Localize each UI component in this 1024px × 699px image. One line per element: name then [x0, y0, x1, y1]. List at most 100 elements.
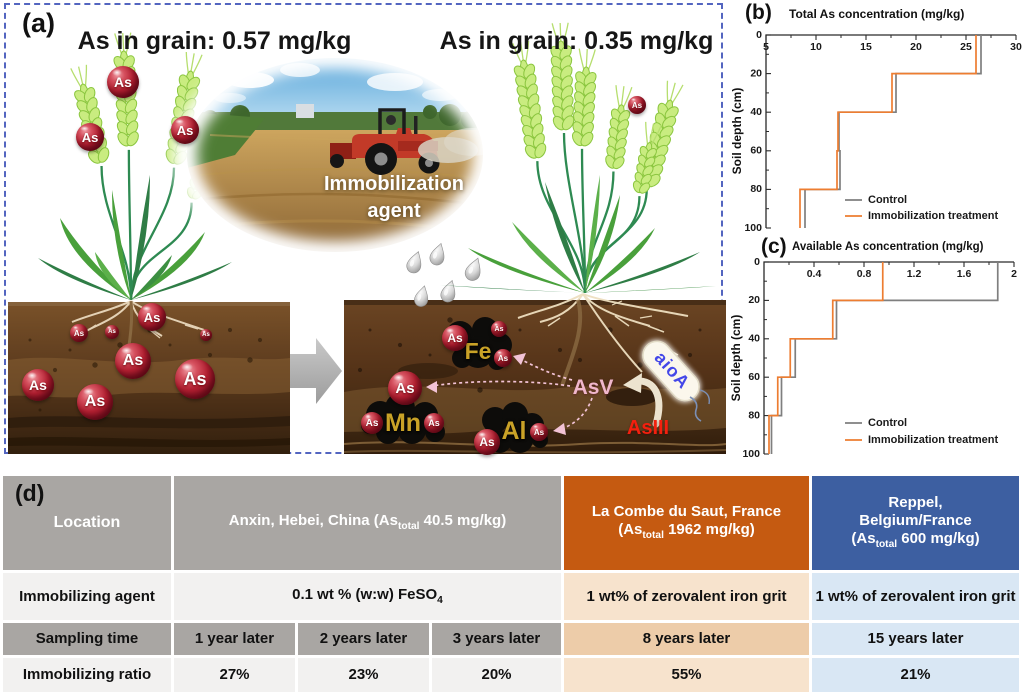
wheat-leaf — [131, 262, 232, 300]
as-sphere: As — [105, 325, 119, 339]
svg-text:Immobilization treatment: Immobilization treatment — [868, 210, 999, 222]
immobilization-agent-label: agent — [367, 200, 421, 222]
tractor — [330, 108, 440, 175]
svg-text:0: 0 — [754, 256, 760, 268]
as-sphere: As — [424, 413, 444, 433]
as-sphere: As — [77, 384, 113, 420]
svg-text:15: 15 — [860, 41, 872, 53]
panel-d-label: (d) — [15, 480, 45, 506]
svg-text:40: 40 — [750, 106, 762, 118]
sampling-china-2: 2 years later — [298, 623, 429, 655]
agent-belgium: 1 wt% of zerovalent iron grit — [812, 573, 1019, 620]
field-photo-ellipse — [173, 45, 497, 265]
as-sphere: As — [70, 324, 88, 342]
chart-c-title: Available As concentration (mg/kg) — [792, 241, 984, 253]
table-header-belgium: Reppel, Belgium/France (Astotal 600 mg/k… — [812, 476, 1019, 570]
chart-b-ylabel: Soil depth (cm) — [730, 87, 744, 175]
as-sphere: As — [494, 349, 512, 367]
table-header-location: (d) Location — [3, 476, 171, 570]
ratio-china-1: 27% — [174, 658, 295, 692]
as-sphere: As — [175, 359, 215, 399]
table-header-china: Anxin, Hebei, China (Astotal 40.5 mg/kg) — [174, 476, 561, 570]
svg-text:30: 30 — [1010, 41, 1022, 53]
droplets-icon — [406, 242, 481, 307]
row-header-ratio: Immobilizing ratio — [3, 658, 171, 692]
svg-text:100: 100 — [742, 448, 760, 460]
flagellum-icon — [699, 389, 710, 405]
svg-text:0: 0 — [756, 29, 762, 41]
as-sphere: As — [22, 369, 54, 401]
sampling-france: 8 years later — [564, 623, 809, 655]
svg-text:20: 20 — [750, 67, 762, 79]
wheat-leaf — [38, 258, 131, 300]
svg-text:Control: Control — [868, 417, 907, 429]
svg-text:100: 100 — [744, 222, 762, 234]
svg-text:2: 2 — [1011, 268, 1017, 280]
grain-as-after: As in grain: 0.35 mg/kg — [439, 27, 714, 55]
sampling-china-3: 3 years later — [432, 623, 561, 655]
row-header-location: Location — [53, 514, 121, 532]
ratio-france: 55% — [564, 658, 809, 692]
mineral-label-mn: Mn — [384, 409, 422, 437]
comparison-table: (d) Location Anxin, Hebei, China (Astota… — [3, 476, 1022, 692]
sampling-belgium: 15 years later — [812, 623, 1019, 655]
as-sphere: As — [171, 116, 199, 144]
as-sphere: As — [442, 325, 468, 351]
adsorption-arrowheads — [426, 353, 566, 435]
as-sphere: As — [138, 303, 166, 331]
row-header-agent: Immobilizing agent — [3, 573, 171, 620]
series-immobilization-treatment — [768, 262, 884, 454]
mineral-label-al: Al — [501, 417, 527, 445]
as-sphere: As — [115, 343, 151, 379]
transition-arrow-icon — [290, 338, 342, 404]
water-drop-icon — [464, 257, 481, 281]
row-header-sampling: Sampling time — [3, 623, 171, 655]
wheat-ear — [632, 121, 663, 194]
as-sphere: As — [388, 371, 422, 405]
as-sphere: As — [491, 321, 507, 337]
svg-text:1.2: 1.2 — [907, 268, 922, 280]
wheat-leaf — [545, 182, 585, 293]
wheat-leaf — [111, 190, 131, 300]
wheat-ear — [605, 85, 633, 170]
series-immobilization-treatment — [799, 35, 977, 228]
oxidation-arrow — [623, 373, 663, 428]
wheat-leaf — [131, 175, 151, 300]
svg-text:80: 80 — [750, 183, 762, 195]
as-sphere: As — [530, 423, 548, 441]
svg-text:20: 20 — [748, 294, 760, 306]
arsenate-label: AsV — [572, 376, 614, 399]
bacterium-capsule — [640, 339, 710, 422]
arsenite-label: AsIII — [626, 417, 670, 439]
svg-text:5: 5 — [763, 41, 769, 53]
wheat-plant-right — [440, 22, 716, 294]
chart-b-title: Total As concentration (mg/kg) — [789, 7, 965, 21]
grain-as-before: As in grain: 0.57 mg/kg — [77, 27, 352, 55]
svg-text:40: 40 — [748, 333, 760, 345]
svg-text:20: 20 — [910, 41, 922, 53]
svg-text:80: 80 — [748, 409, 760, 421]
agent-china: 0.1 wt % (w:w) FeSO4 — [174, 573, 561, 620]
svg-text:0.8: 0.8 — [857, 268, 872, 280]
water-drop-icon — [429, 242, 445, 266]
immobilization-agent-label: Immobilization — [324, 173, 464, 195]
as-sphere: As — [200, 329, 212, 341]
water-drop-icon — [406, 250, 422, 274]
panel-a-label: (a) — [22, 8, 55, 38]
wheat-leaf — [585, 175, 600, 293]
as-sphere: As — [107, 66, 139, 98]
sampling-china-1: 1 year later — [174, 623, 295, 655]
panel-a-illustration — [8, 22, 727, 454]
flagellum-icon — [689, 396, 702, 422]
total-as-depth-chart: 5 10 15 20 25 30 0 20 40 60 80 100 Control Immobiliza… — [731, 0, 1024, 235]
as-sphere: As — [628, 96, 646, 114]
svg-text:25: 25 — [960, 41, 972, 53]
ratio-china-3: 20% — [432, 658, 561, 692]
wheat-stem — [127, 149, 133, 301]
panel-c-label: (c) — [761, 235, 787, 258]
wheat-ear — [571, 48, 597, 147]
agent-france: 1 wt% of zerovalent iron grit — [564, 573, 809, 620]
wheat-ear — [512, 41, 547, 159]
as-sphere: As — [361, 412, 383, 434]
wheat-stem — [580, 148, 587, 294]
